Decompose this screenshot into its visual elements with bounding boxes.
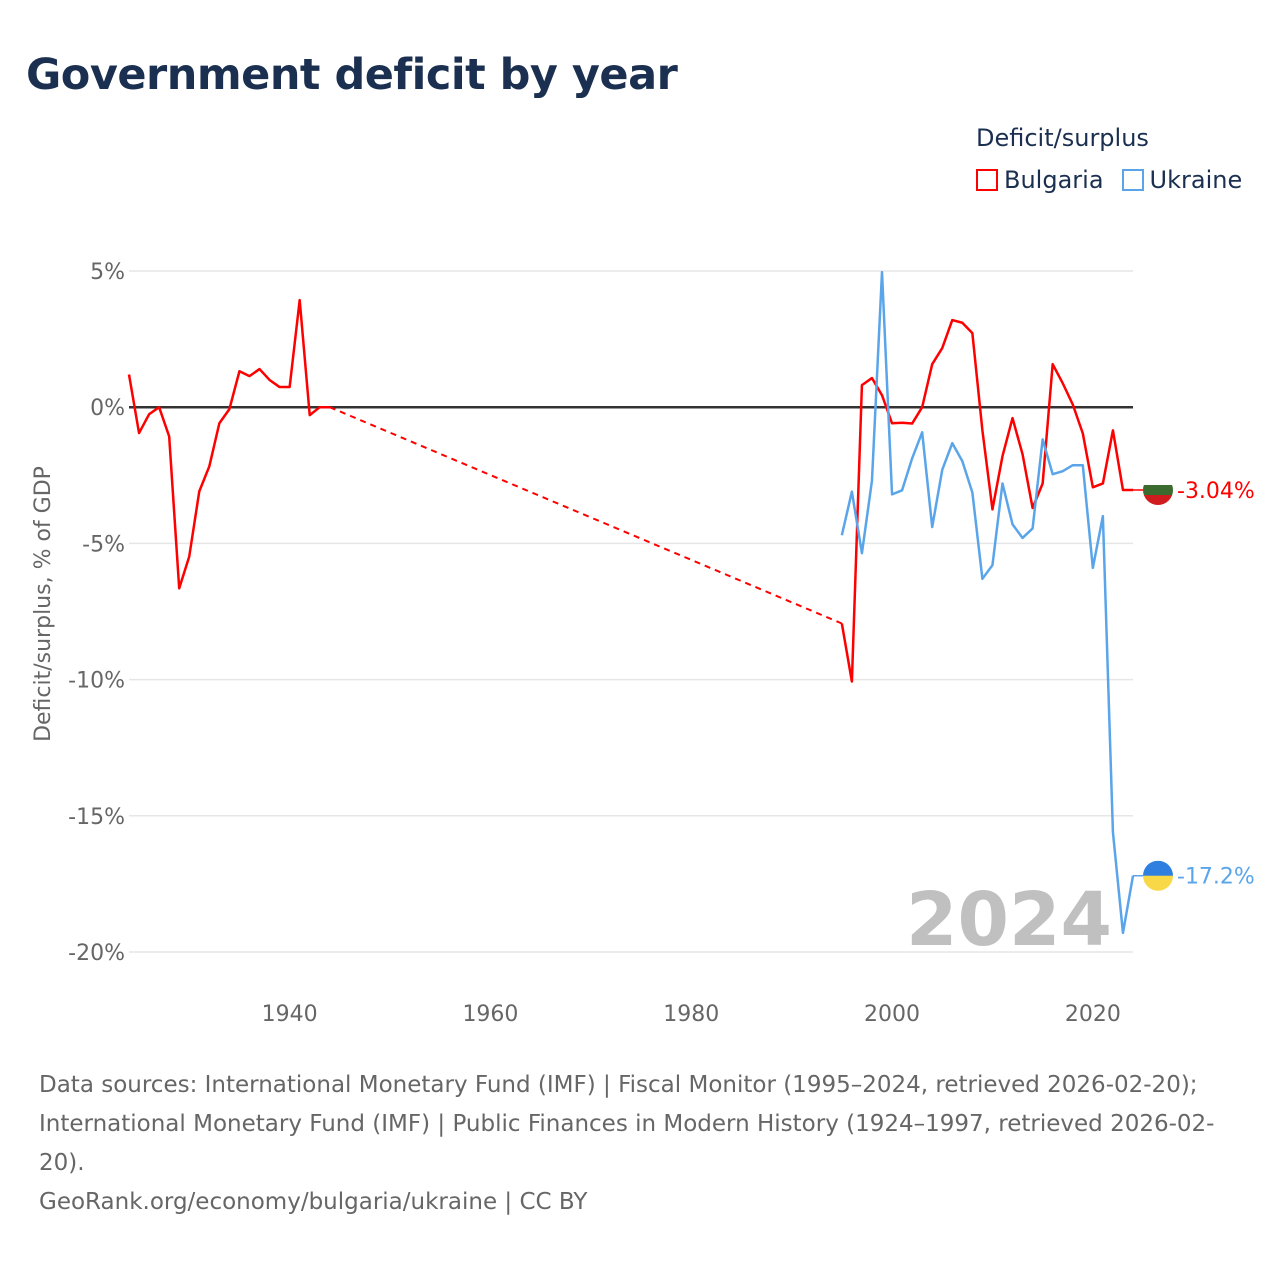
legend: Bulgaria Ukraine — [976, 166, 1242, 194]
end-value-label-ukraine: -17.2% — [1177, 865, 1255, 890]
flag-stripe — [1143, 860, 1173, 877]
series-line-ukraine — [840, 270, 1135, 935]
legend-swatch-bulgaria — [976, 169, 998, 191]
year-watermark: 2024 — [906, 877, 1112, 963]
flag-stripe — [1143, 475, 1173, 486]
x-tick-label: 1980 — [663, 1002, 719, 1027]
footer: Data sources: International Monetary Fun… — [39, 1066, 1239, 1222]
legend-label: Ukraine — [1149, 166, 1243, 194]
end-value-label-bulgaria: -3.04% — [1177, 479, 1255, 504]
flag-stripe — [1143, 495, 1173, 506]
chart: 5% 0% -5% -10% -15% -20% 1940 1960 1980 2000 2020… — [31, 260, 1255, 1027]
legend-label: Bulgaria — [1004, 166, 1104, 194]
series-line-bulgaria — [127, 298, 330, 590]
legend-item-bulgaria[interactable]: Bulgaria — [976, 166, 1104, 194]
x-tick-label: 1960 — [462, 1002, 518, 1027]
y-tick-label: -15% — [68, 805, 125, 830]
flag-stripe — [1143, 875, 1173, 891]
legend-swatch-ukraine — [1121, 169, 1144, 191]
y-axis-label: Deficit/surplus, % of GDP — [31, 466, 56, 742]
flag-icon-bulgaria — [1143, 475, 1173, 506]
y-tick-label: 0% — [90, 396, 125, 421]
data-sources: Data sources: International Monetary Fun… — [39, 1072, 1215, 1176]
flag-icon-ukraine — [1143, 860, 1173, 891]
series-gap-bulgaria — [329, 406, 843, 625]
y-tick-label: -5% — [82, 532, 125, 557]
credit-link[interactable]: GeoRank.org/economy/bulgaria/ukraine | C… — [39, 1189, 588, 1215]
x-tick-label: 1940 — [262, 1002, 318, 1027]
chart-title: Government deficit by year — [26, 50, 678, 100]
legend-item-ukraine[interactable]: Ukraine — [1121, 166, 1243, 194]
y-tick-label: -20% — [68, 941, 125, 966]
y-tick-label: -10% — [68, 669, 125, 694]
x-tick-label: 2000 — [864, 1002, 920, 1027]
y-tick-label: 5% — [90, 260, 125, 285]
legend-title: Deficit/surplus — [976, 124, 1149, 152]
series-line-bulgaria — [840, 318, 1133, 683]
x-tick-label: 2020 — [1065, 1002, 1121, 1027]
flag-stripe — [1143, 485, 1173, 496]
